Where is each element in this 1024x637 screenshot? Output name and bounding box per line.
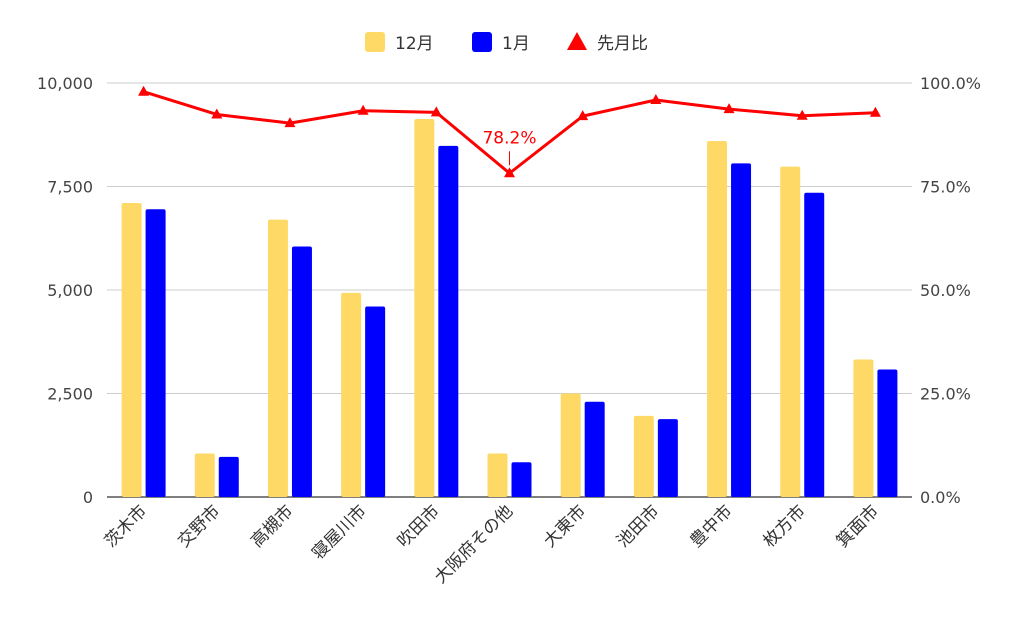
annotation-label: 78.2% bbox=[482, 128, 536, 148]
ratio-point-marker bbox=[650, 93, 662, 104]
bar-december bbox=[194, 453, 215, 497]
left-axis-tick-label: 5,000 bbox=[47, 281, 93, 300]
left-axis-tick-label: 2,500 bbox=[47, 385, 93, 404]
bars bbox=[121, 119, 898, 498]
ratio-point-marker bbox=[869, 106, 881, 117]
bar-january bbox=[804, 192, 825, 497]
right-axis-tick-label: 100.0% bbox=[920, 74, 981, 93]
ratio-point-marker bbox=[577, 110, 589, 121]
bar-january bbox=[438, 145, 459, 498]
legend-swatch bbox=[365, 32, 385, 52]
ratio-point-marker bbox=[796, 109, 808, 120]
left-axis-tick-label: 0 bbox=[83, 488, 93, 507]
bar-december bbox=[633, 415, 654, 497]
bar-december bbox=[414, 119, 435, 497]
ratio-point-marker bbox=[284, 117, 296, 128]
right-axis-tick-label: 75.0% bbox=[920, 178, 971, 197]
legend-label: 先月比 bbox=[597, 34, 648, 54]
right-axis-tick-label: 25.0% bbox=[920, 385, 971, 404]
bar-january bbox=[291, 246, 312, 497]
legend-label: 12月 bbox=[395, 34, 434, 54]
bar-december bbox=[121, 203, 142, 497]
bar-january bbox=[218, 456, 239, 497]
bar-december bbox=[853, 359, 874, 497]
category-label: 大東市 bbox=[540, 501, 590, 551]
category-label: 寝屋川市 bbox=[308, 501, 371, 564]
category-label: 枚方市 bbox=[760, 501, 810, 551]
left-axis-tick-label: 7,500 bbox=[47, 178, 93, 197]
ratio-point-marker bbox=[138, 85, 150, 96]
ratio-point-marker bbox=[504, 167, 515, 178]
ratio-point-marker bbox=[357, 104, 369, 115]
legend-item[interactable]: 1月 bbox=[472, 32, 530, 54]
bar-january bbox=[657, 419, 678, 497]
right-axis-tick-label: 50.0% bbox=[920, 281, 971, 300]
category-label: 高槻市 bbox=[247, 501, 297, 551]
bar-december bbox=[780, 166, 801, 498]
bar-january bbox=[511, 462, 532, 497]
right-axis-tick-label: 0.0% bbox=[920, 488, 961, 507]
gridlines bbox=[107, 82, 912, 498]
bar-january bbox=[365, 306, 386, 497]
category-label: 豊中市 bbox=[686, 501, 736, 551]
ratio-point-marker bbox=[211, 108, 223, 119]
bar-december bbox=[341, 292, 362, 497]
category-label: 吹田市 bbox=[394, 501, 444, 551]
ratio-point-marker bbox=[430, 106, 442, 117]
bar-january bbox=[877, 369, 898, 497]
ratio-line: 78.2% bbox=[138, 85, 881, 178]
category-label: 大阪府その他 bbox=[431, 501, 517, 587]
legend-label: 1月 bbox=[502, 34, 530, 54]
bar-january bbox=[731, 163, 752, 498]
bar-december bbox=[560, 393, 581, 497]
axes: 0 2,500 5,000 7,500 10,000 0.0% 25.0% 50.0% 75.0… bbox=[37, 74, 981, 588]
category-label: 箕面市 bbox=[833, 501, 883, 551]
category-label: 茨木市 bbox=[101, 501, 151, 551]
left-axis-tick-label: 10,000 bbox=[37, 74, 93, 93]
legend[interactable]: 12月 1月 先月比 bbox=[365, 32, 648, 54]
ratio-point-marker bbox=[723, 103, 735, 114]
legend-item[interactable]: 先月比 bbox=[567, 32, 648, 54]
bar-december bbox=[707, 140, 728, 497]
category-label: 交野市 bbox=[174, 501, 224, 551]
legend-item[interactable]: 12月 bbox=[365, 32, 434, 54]
category-label: 池田市 bbox=[613, 501, 663, 551]
bar-january bbox=[584, 401, 605, 497]
bar-december bbox=[267, 219, 288, 497]
legend-swatch bbox=[472, 32, 492, 52]
bar-december bbox=[487, 453, 508, 497]
bar-january bbox=[145, 209, 166, 497]
legend-swatch bbox=[567, 32, 587, 50]
